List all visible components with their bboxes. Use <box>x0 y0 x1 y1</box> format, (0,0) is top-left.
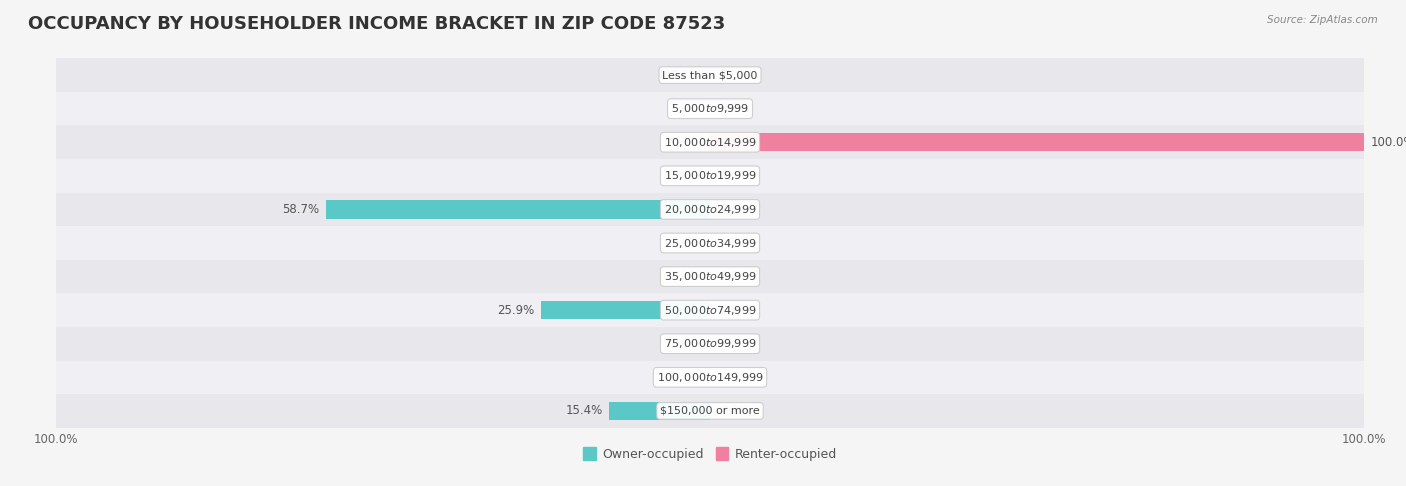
Text: Less than $5,000: Less than $5,000 <box>662 70 758 80</box>
Bar <box>56 361 1364 394</box>
Text: $100,000 to $149,999: $100,000 to $149,999 <box>657 371 763 384</box>
Text: 0.0%: 0.0% <box>720 69 749 82</box>
Text: $50,000 to $74,999: $50,000 to $74,999 <box>664 304 756 317</box>
Text: $5,000 to $9,999: $5,000 to $9,999 <box>671 102 749 115</box>
Text: 100.0%: 100.0% <box>1371 136 1406 149</box>
Text: 25.9%: 25.9% <box>496 304 534 317</box>
Text: $15,000 to $19,999: $15,000 to $19,999 <box>664 169 756 182</box>
Bar <box>56 159 1364 192</box>
Text: 0.0%: 0.0% <box>720 404 749 417</box>
Bar <box>56 226 1364 260</box>
Text: 58.7%: 58.7% <box>283 203 319 216</box>
Text: 0.0%: 0.0% <box>720 270 749 283</box>
Bar <box>56 92 1364 125</box>
Legend: Owner-occupied, Renter-occupied: Owner-occupied, Renter-occupied <box>578 442 842 466</box>
Text: $25,000 to $34,999: $25,000 to $34,999 <box>664 237 756 249</box>
Text: 0.0%: 0.0% <box>720 169 749 182</box>
Text: Source: ZipAtlas.com: Source: ZipAtlas.com <box>1267 15 1378 25</box>
Text: 0.0%: 0.0% <box>671 270 700 283</box>
Text: 0.0%: 0.0% <box>720 203 749 216</box>
Text: 0.0%: 0.0% <box>720 237 749 249</box>
Bar <box>56 58 1364 92</box>
Bar <box>541 301 710 319</box>
Text: 0.0%: 0.0% <box>671 69 700 82</box>
Text: $20,000 to $24,999: $20,000 to $24,999 <box>664 203 756 216</box>
Text: $150,000 or more: $150,000 or more <box>661 406 759 416</box>
Bar <box>56 125 1364 159</box>
Bar <box>56 192 1364 226</box>
Bar <box>56 260 1364 294</box>
Text: 0.0%: 0.0% <box>671 136 700 149</box>
Text: OCCUPANCY BY HOUSEHOLDER INCOME BRACKET IN ZIP CODE 87523: OCCUPANCY BY HOUSEHOLDER INCOME BRACKET … <box>28 15 725 33</box>
Text: 0.0%: 0.0% <box>671 102 700 115</box>
Bar <box>56 394 1364 428</box>
Text: 0.0%: 0.0% <box>720 304 749 317</box>
Text: 0.0%: 0.0% <box>720 102 749 115</box>
Bar <box>56 294 1364 327</box>
Text: 0.0%: 0.0% <box>671 371 700 384</box>
Bar <box>609 401 710 420</box>
Text: 0.0%: 0.0% <box>720 337 749 350</box>
Text: $35,000 to $49,999: $35,000 to $49,999 <box>664 270 756 283</box>
Bar <box>56 327 1364 361</box>
Bar <box>710 133 1364 152</box>
Text: 0.0%: 0.0% <box>671 337 700 350</box>
Text: 15.4%: 15.4% <box>565 404 603 417</box>
Bar <box>326 200 710 219</box>
Text: 0.0%: 0.0% <box>720 371 749 384</box>
Text: 0.0%: 0.0% <box>671 237 700 249</box>
Text: $10,000 to $14,999: $10,000 to $14,999 <box>664 136 756 149</box>
Text: $75,000 to $99,999: $75,000 to $99,999 <box>664 337 756 350</box>
Text: 0.0%: 0.0% <box>671 169 700 182</box>
